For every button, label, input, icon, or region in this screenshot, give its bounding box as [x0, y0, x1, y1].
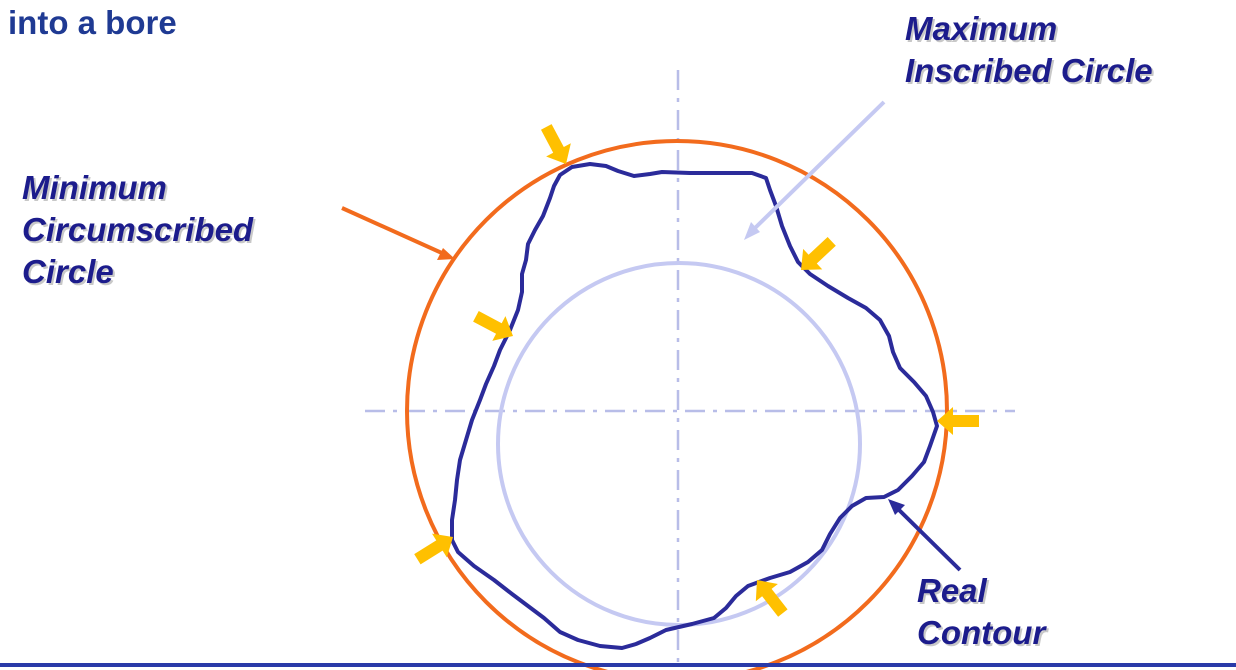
- real-contour-label: Real Contour: [917, 570, 1045, 654]
- real-contour: [450, 162, 939, 650]
- minimum-circumscribed-circle: [405, 139, 949, 670]
- label-line: Contour: [917, 614, 1046, 651]
- minimum-circumscribed-leader: [341, 206, 455, 260]
- label-line: Circumscribed: [22, 211, 254, 248]
- label-line: Real: [917, 572, 987, 609]
- maximum-inscribed-circle-label: Maximum Inscribed Circle: [905, 8, 1153, 92]
- contact-arrow-left: [473, 310, 513, 341]
- label-line: Minimum: [22, 169, 167, 206]
- page-title: into a bore: [8, 4, 177, 41]
- minimum-circumscribed-circle-label: Minimum Circumscribed Circle: [22, 167, 253, 293]
- contact-arrows: [414, 124, 979, 617]
- contact-arrow-lower-left: [414, 533, 453, 565]
- maximum-inscribed-leader: [744, 100, 886, 240]
- real-contour-leader: [888, 499, 962, 572]
- bottom-divider: [0, 663, 1236, 667]
- label-line: Inscribed Circle: [905, 52, 1153, 89]
- contact-arrow-upper-right: [801, 236, 836, 270]
- label-line: Maximum: [905, 10, 1058, 47]
- contact-arrow-right: [937, 407, 979, 435]
- contact-arrow-top: [540, 124, 571, 164]
- contact-arrow-bottom: [755, 580, 788, 617]
- label-line: Circle: [22, 253, 114, 290]
